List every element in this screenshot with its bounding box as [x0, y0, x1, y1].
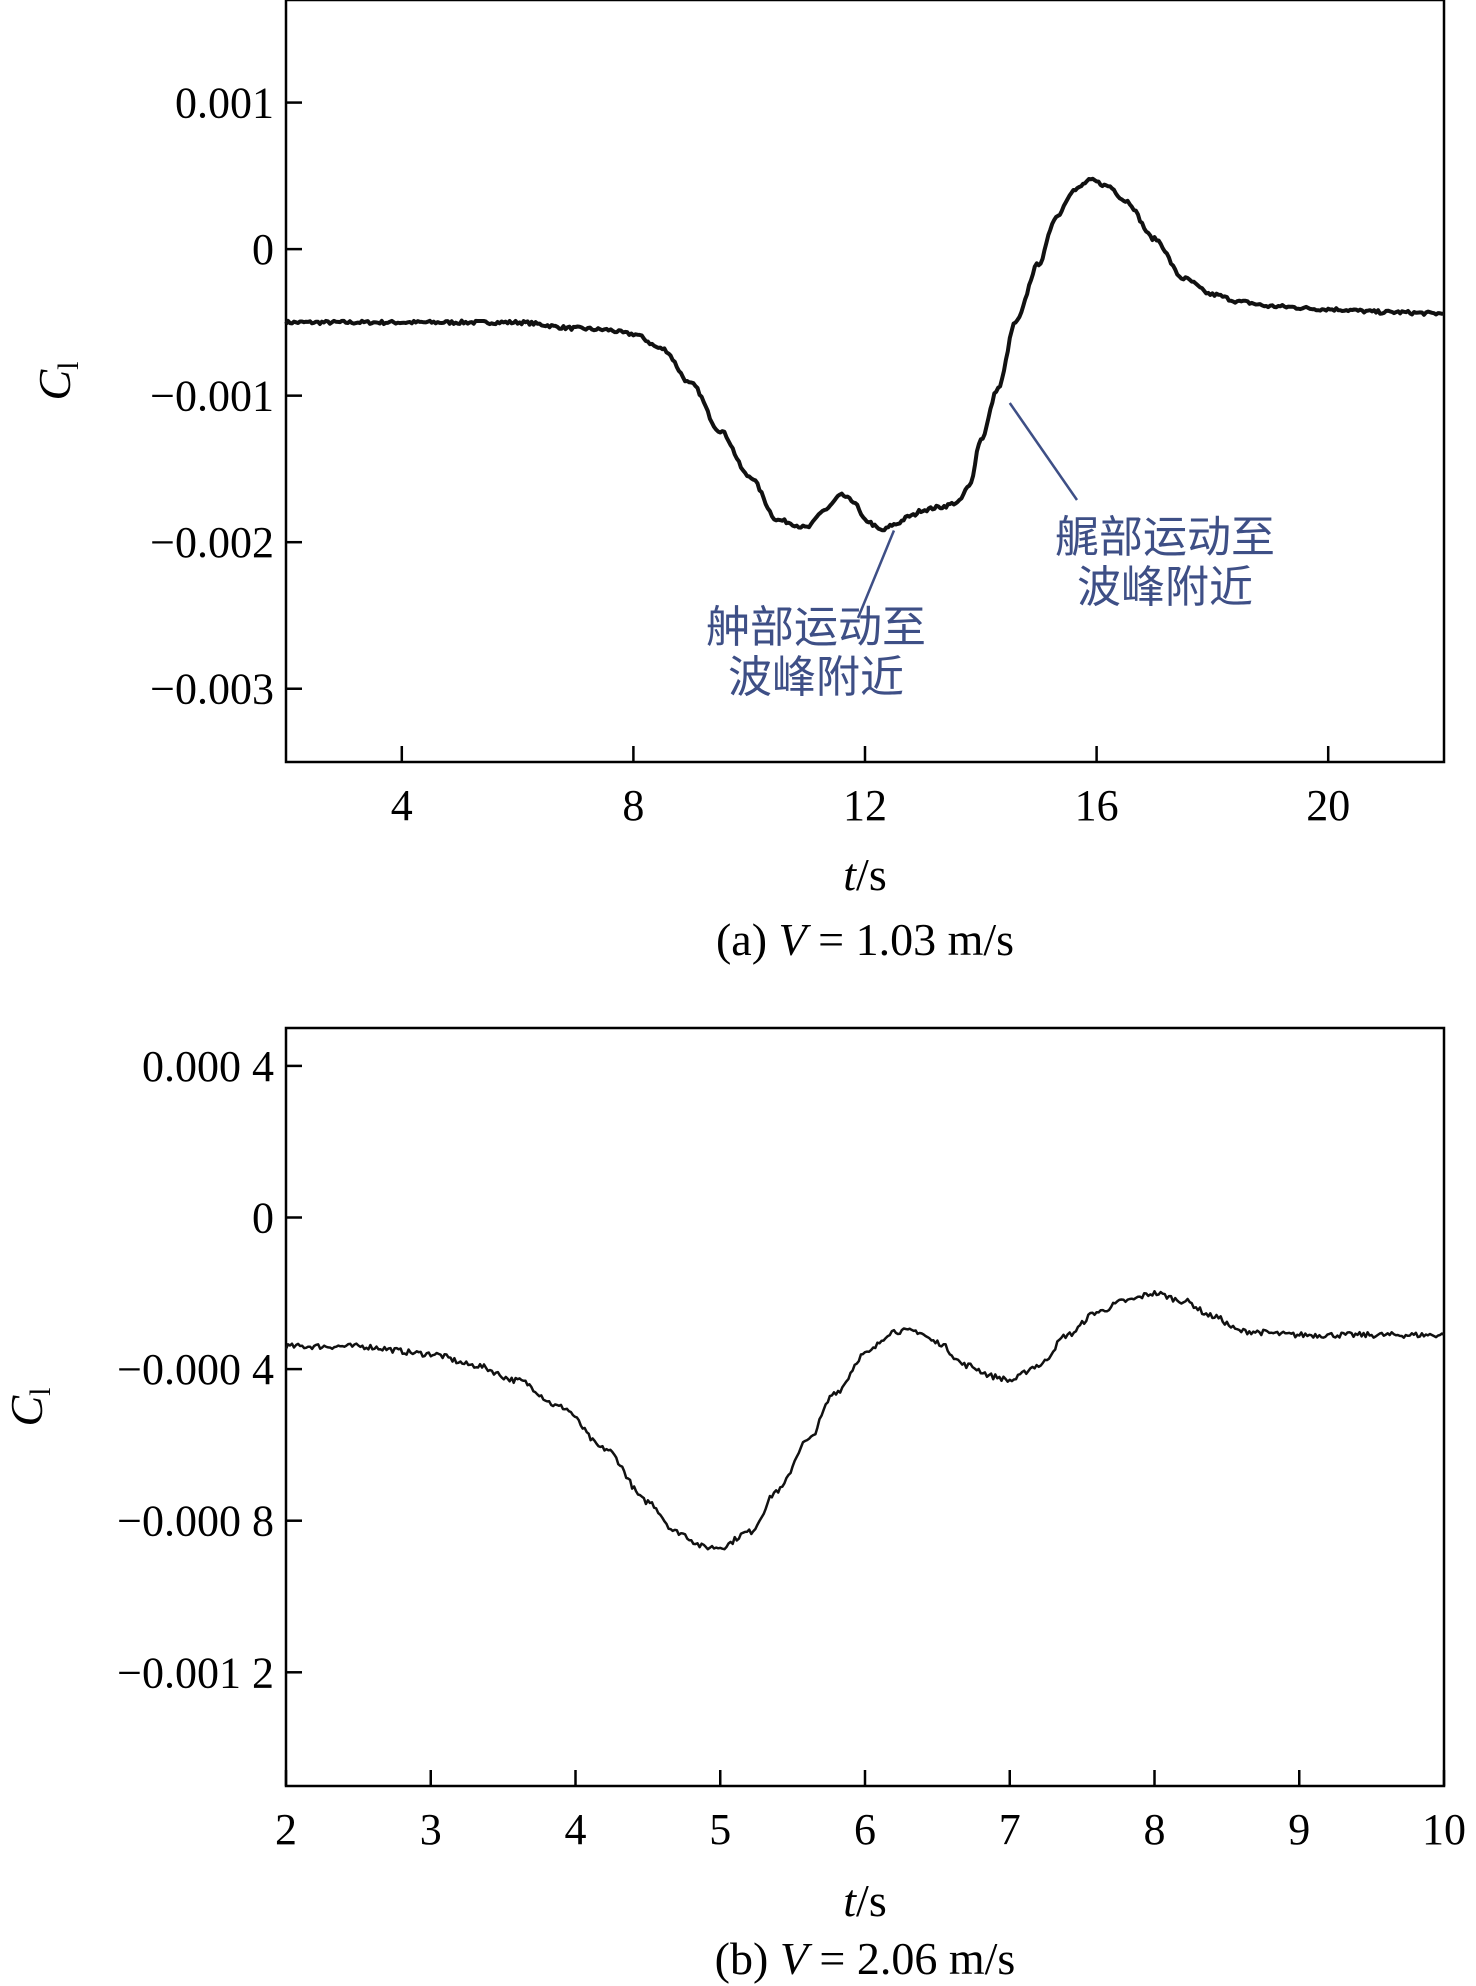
x-tick-label-a-3: 16 — [1075, 781, 1119, 830]
y-tick-label-a-1: 0 — [252, 225, 274, 274]
y-tick-label-a-4: −0.003 — [150, 665, 274, 714]
y-tick-label-b-3: −0.000 8 — [117, 1497, 274, 1546]
x-tick-label-b-8: 10 — [1422, 1805, 1466, 1854]
annotation-text-a-0-1: 波峰附近 — [728, 652, 904, 703]
y-tick-label-a-3: −0.002 — [150, 518, 274, 567]
x-ticks-a: 4 8 12 16 20 — [391, 746, 1350, 830]
x-tick-label-b-1: 3 — [420, 1805, 442, 1854]
plot-frame-b — [284, 1026, 1446, 1788]
y-tick-label-b-0: 0.000 4 — [142, 1042, 274, 1091]
x-tick-label-b-2: 4 — [565, 1805, 587, 1854]
annotation-leader-a-0 — [856, 529, 896, 619]
annotation-text-a-1-0: 艉部运动至 — [1055, 512, 1275, 563]
x-tick-label-b-6: 8 — [1144, 1805, 1166, 1854]
annotation-text-a-1-1: 波峰附近 — [1077, 562, 1253, 613]
y-axis-label-b: Cl — [1, 1387, 57, 1426]
x-tick-label-b-3: 5 — [709, 1805, 731, 1854]
caption-b: (b) V = 2.06 m/s — [715, 1933, 1016, 1984]
x-tick-label-a-4: 20 — [1306, 781, 1350, 830]
annotation-leader-a-1 — [1008, 402, 1079, 501]
x-tick-label-b-0: 2 — [275, 1805, 297, 1854]
x-tick-label-a-2: 12 — [843, 781, 887, 830]
y-ticks-b: 0.000 4 0 −0.000 4 −0.000 8 −0.001 2 — [117, 1042, 302, 1697]
y-tick-label-b-2: −0.000 4 — [117, 1345, 274, 1394]
x-axis-label-b: t/s — [843, 1875, 886, 1926]
x-tick-label-a-1: 8 — [622, 781, 644, 830]
x-axis-label-a: t/s — [843, 849, 886, 900]
y-axis-label-a: Cl — [29, 361, 85, 400]
y-ticks-a: 0.001 0 −0.001 −0.002 −0.003 — [150, 79, 302, 714]
x-tick-label-b-5: 7 — [999, 1805, 1021, 1854]
series-group-a — [284, 176, 1445, 533]
series-line-a-0 — [284, 176, 1445, 533]
annotation-text-a-0-0: 舯部运动至 — [706, 602, 926, 653]
x-tick-label-a-0: 4 — [391, 781, 413, 830]
y-tick-label-b-4: −0.001 2 — [117, 1648, 274, 1697]
chart-panel-b: 2 3 4 5 6 7 8 9 10 0.000 4 0 −0.000 4 −0.000 8 −0.00… — [1, 1026, 1466, 1984]
x-tick-label-b-4: 6 — [854, 1805, 876, 1854]
series-group-b — [284, 1290, 1445, 1551]
x-ticks-b: 2 3 4 5 6 7 8 9 10 — [275, 1770, 1466, 1854]
caption-a: (a) V = 1.03 m/s — [716, 914, 1014, 965]
x-tick-label-b-7: 9 — [1288, 1805, 1310, 1854]
y-tick-label-b-1: 0 — [252, 1194, 274, 1243]
y-tick-label-a-0: 0.001 — [175, 79, 274, 128]
y-tick-label-a-2: −0.001 — [150, 372, 274, 421]
series-line-b-0 — [284, 1290, 1445, 1551]
